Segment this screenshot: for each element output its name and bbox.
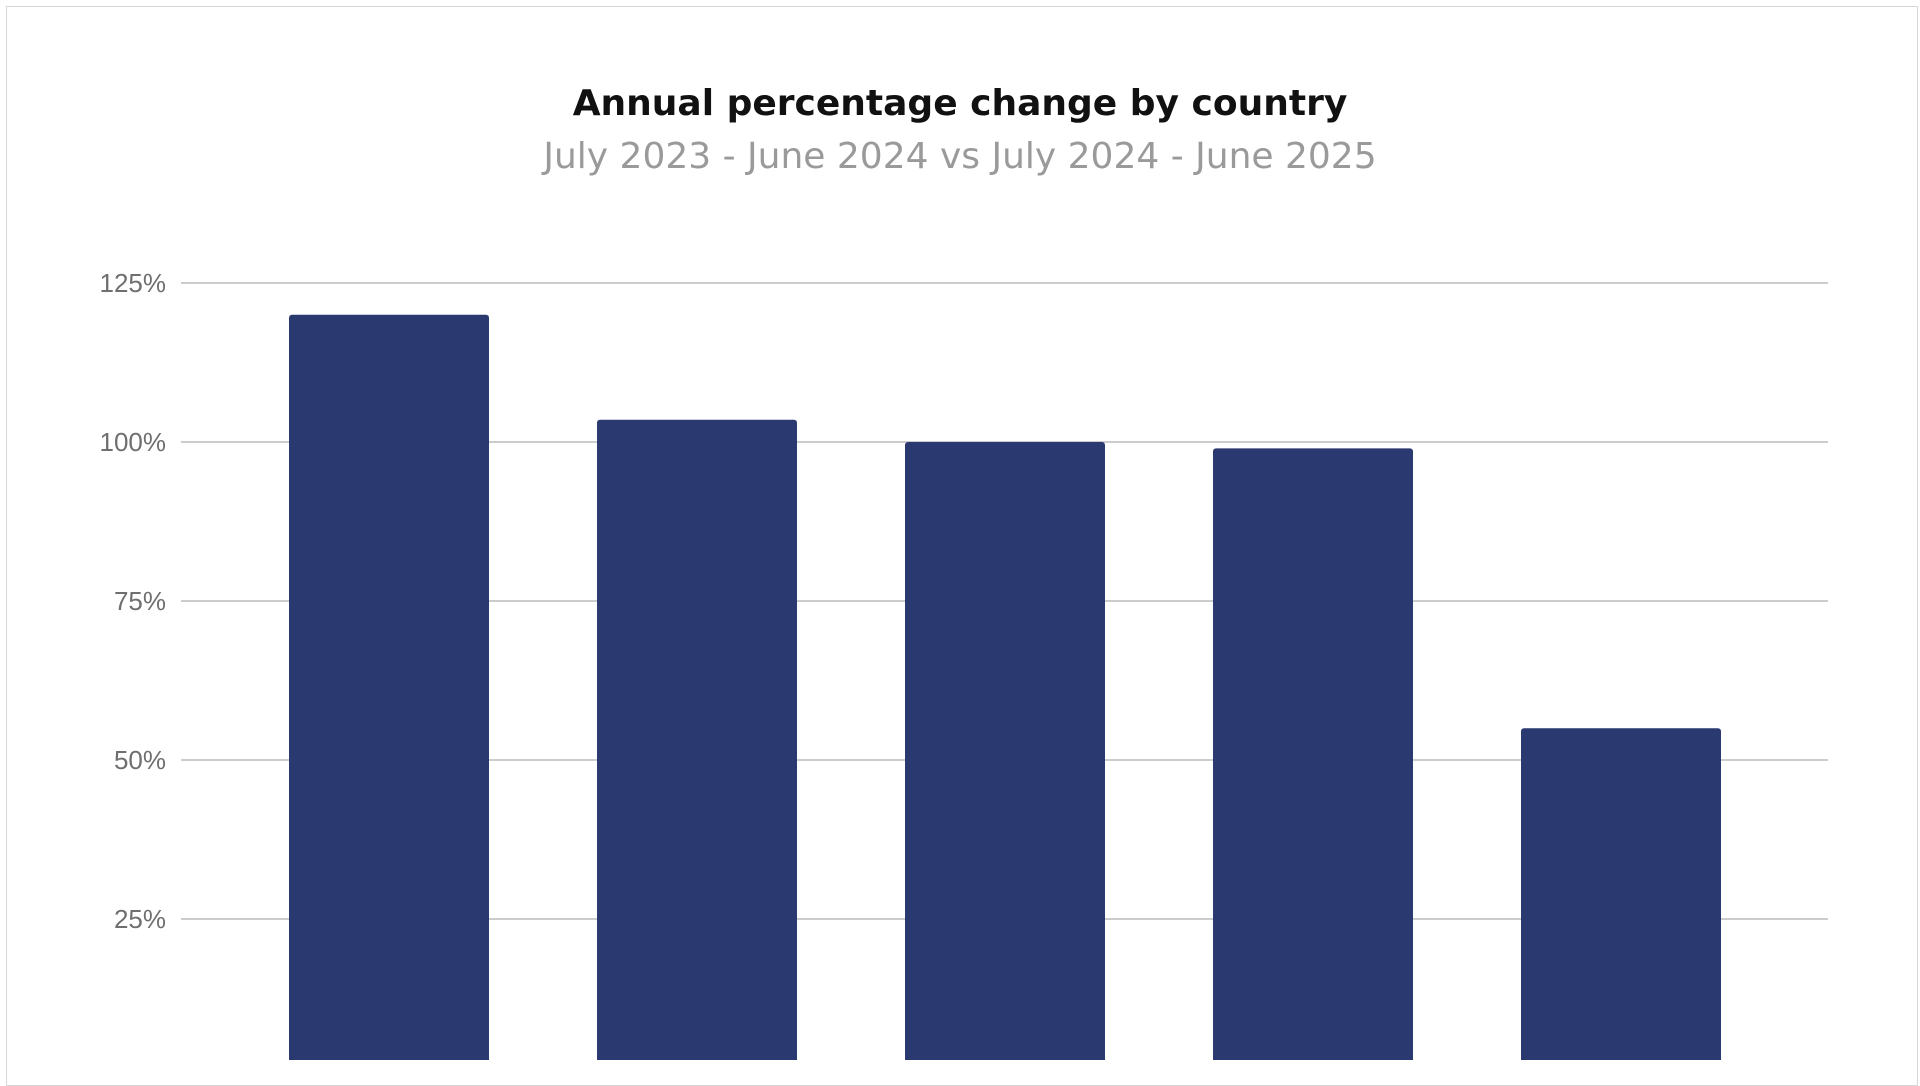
chart-subtitle: July 2023 - June 2024 vs July 2024 - Jun… (543, 136, 1377, 177)
chart-title: Annual percentage change by country (572, 83, 1348, 124)
bar (597, 419, 797, 1060)
bar (289, 314, 489, 1060)
bar (905, 442, 1105, 1060)
y-tick-label: 100% (100, 427, 167, 457)
y-tick-label: 50% (114, 745, 166, 775)
bars (289, 314, 1721, 1060)
bar (1521, 728, 1721, 1060)
y-tick-label: 125% (100, 268, 167, 298)
bar (1213, 448, 1413, 1060)
bar-chart: 25% 50% 75% 100% 125% (100, 268, 1828, 1060)
y-tick-label: 25% (114, 904, 166, 934)
y-axis-labels: 25% 50% 75% 100% 125% (100, 268, 167, 934)
y-tick-label: 75% (114, 586, 166, 616)
